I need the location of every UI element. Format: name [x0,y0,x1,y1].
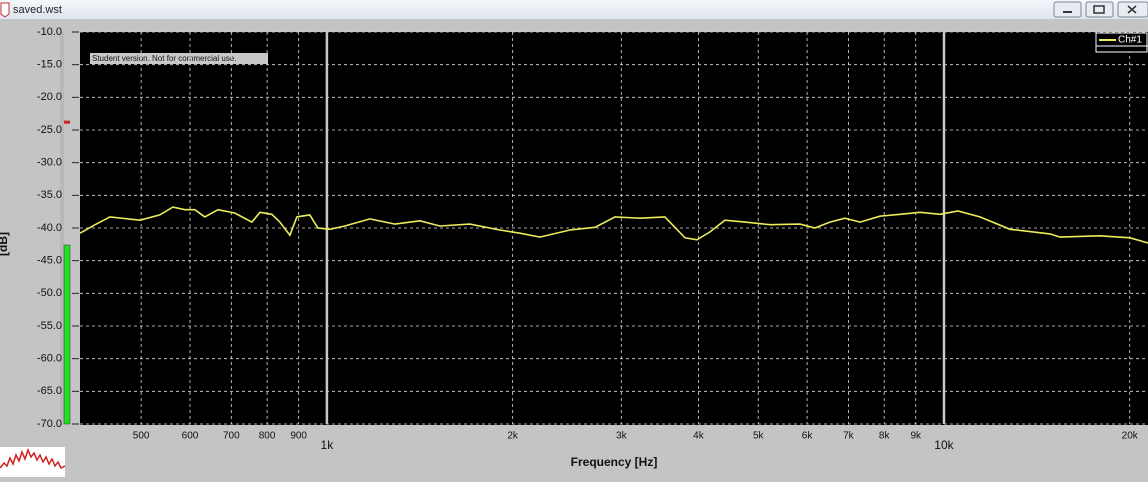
app-icon [0,2,10,18]
logo [0,447,66,477]
x-tick-label: 600 [182,431,199,442]
data-line [79,206,1148,244]
y-tick-label: -45.0 [37,255,62,267]
x-tick-label: 900 [290,431,307,442]
x-tick-label: 7k [843,431,855,442]
x-tick-label: 500 [133,431,150,442]
y-tick-label: -15.0 [37,59,62,71]
y-tick-label: -65.0 [37,385,62,397]
meter-peak [64,120,70,124]
minimize-button[interactable] [1053,1,1082,18]
y-tick-label: -40.0 [37,222,62,234]
window-title: saved.wst [13,4,62,16]
x-tick-label: 6k [802,431,814,442]
y-tick-label: -50.0 [37,287,62,299]
x-tick-label: 10k [934,438,954,452]
x-tick-label: 4k [693,431,705,442]
legend-label: Ch#1 [1118,35,1142,46]
y-tick-label: -20.0 [37,91,62,103]
x-tick-label: 3k [616,431,628,442]
x-tick-label: 5k [753,431,765,442]
meter-level [63,244,71,425]
legend-box [1095,32,1148,53]
y-tick-label: -30.0 [37,157,62,169]
close-button[interactable] [1117,1,1148,18]
maximize-button[interactable] [1085,1,1114,18]
y-tick-label: -10.0 [37,26,62,38]
marks: Ch#1 [79,32,1148,244]
y-tick-label: -60.0 [37,353,62,365]
x-tick-label: 700 [223,431,240,442]
y-tick-label: -70.0 [37,418,62,430]
x-axis-title: Frequency [Hz] [571,455,658,469]
x-tick-label: 9k [910,431,922,442]
x-tick-label: 20k [1122,431,1139,442]
annotation: Student version. Not for commercial use. [92,54,237,63]
plot-area [80,32,1148,425]
y-tick-label: -25.0 [37,124,62,136]
x-tick-label: 800 [259,431,276,442]
x-tick-label: 1k [321,438,335,452]
title-bar [0,0,1148,19]
grid [80,31,1148,425]
x-tick-label: 8k [879,431,891,442]
x-tick-label: 2k [507,431,519,442]
annotation-box [90,53,268,64]
y-tick-label: -35.0 [37,189,62,201]
y-tick-label: -55.0 [37,320,62,332]
y-axis-title: [dB] [0,232,10,256]
meter-track [60,32,64,425]
